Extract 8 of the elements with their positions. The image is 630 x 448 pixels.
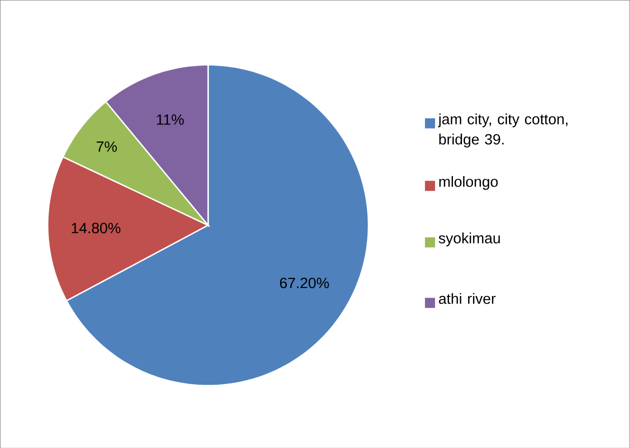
legend-label: mlolongo xyxy=(439,176,498,190)
data-label: 67.20% xyxy=(280,278,329,288)
legend-label: jam city, city cotton, bridge 39. xyxy=(438,113,568,148)
legend-label: athi river xyxy=(438,292,496,304)
data-label: 7% xyxy=(96,141,117,152)
data-label: 14.80% xyxy=(72,222,120,234)
legend-label: syokimau xyxy=(438,232,500,246)
data-label: 11% xyxy=(156,114,184,125)
